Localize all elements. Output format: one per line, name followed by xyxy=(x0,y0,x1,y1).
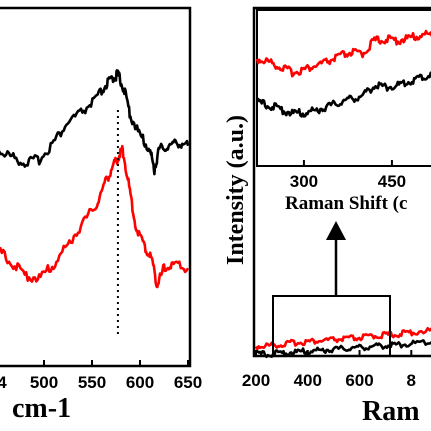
left-x-axis-label: cm-1 xyxy=(12,393,71,424)
inset-x-ticks: 300 450 xyxy=(290,160,406,191)
right-series-1 xyxy=(255,339,431,359)
inset-tick-label: 300 xyxy=(290,172,318,191)
right-y-axis-label: Intensity (a.u.) xyxy=(223,115,249,265)
left-plot-frame xyxy=(0,6,192,368)
left-series-1 xyxy=(0,144,190,289)
inset-series-0 xyxy=(255,29,431,78)
right-panel: Intensity (a.u.) 200 400 600 8 Ram xyxy=(223,6,431,427)
left-tick-label: 500 xyxy=(30,373,58,392)
left-x-tick-partial: 4 xyxy=(0,373,7,392)
inset-x-axis-label: Raman Shift (c xyxy=(285,193,407,214)
left-tick-label: 600 xyxy=(126,373,154,392)
zoom-region-box xyxy=(272,295,391,357)
right-tick-label: 8 xyxy=(407,371,416,390)
zoom-arrow-head xyxy=(326,221,346,240)
right-tick-label: 600 xyxy=(345,371,373,390)
left-tick-label: 550 xyxy=(78,373,106,392)
left-series-group xyxy=(0,69,190,289)
right-tick-label: 400 xyxy=(294,371,322,390)
right-series-group xyxy=(254,326,431,359)
right-tick-label: 200 xyxy=(242,371,270,390)
inset-series-group xyxy=(255,29,431,118)
left-panel: 500 550 600 650 4 cm-1 xyxy=(0,6,202,424)
inset-series-1 xyxy=(256,71,431,118)
inset-panel: 300 450 Raman Shift (c xyxy=(255,9,431,214)
right-series-0 xyxy=(254,326,431,351)
left-x-ticks: 500 550 600 650 xyxy=(30,360,202,392)
inset-tick-label: 450 xyxy=(378,172,406,191)
inset-plot-frame xyxy=(256,9,431,167)
right-x-axis-label: Ram xyxy=(362,396,420,427)
left-tick-label: 650 xyxy=(174,373,202,392)
right-x-ticks: 200 400 600 8 xyxy=(242,350,416,390)
left-series-0 xyxy=(0,69,190,176)
